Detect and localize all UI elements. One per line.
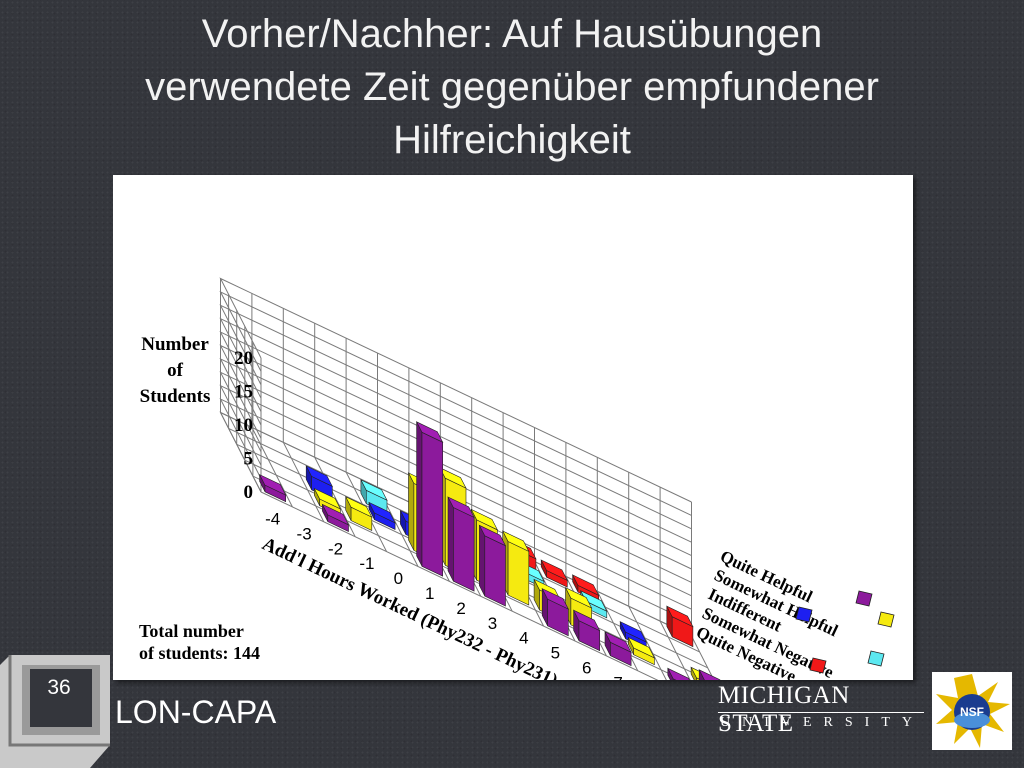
bar xyxy=(478,524,507,607)
title-line-3: Hilfreichigkeit xyxy=(393,118,631,162)
legend-swatch xyxy=(867,650,885,667)
x-axis-ticks: -4-3-2-1012345678910 xyxy=(265,509,623,680)
title-line-1: Vorher/Nachher: Auf Hausübungen xyxy=(201,12,823,56)
title-line-2: verwendete Zeit gegenüber empfundener xyxy=(145,65,879,109)
nsf-sunburst-icon xyxy=(936,674,1010,748)
z-tick-label: 15 xyxy=(234,382,253,403)
z-tick-label: 0 xyxy=(244,482,254,503)
bar xyxy=(541,587,569,637)
z-axis-ticks: 0 5 10 15 20 xyxy=(234,348,253,503)
nsf-logo: NSF xyxy=(932,672,1012,750)
bar xyxy=(604,631,632,667)
x-tick-label: 2 xyxy=(456,599,465,618)
bar xyxy=(698,669,721,680)
bar xyxy=(305,465,333,501)
slide-number: 36 xyxy=(47,676,71,699)
legend-swatch xyxy=(809,657,827,674)
x-tick-label: 4 xyxy=(519,629,528,648)
z-tick-label: 5 xyxy=(244,449,254,470)
bar xyxy=(502,530,530,606)
msu-logo-rule xyxy=(718,712,924,713)
bar xyxy=(572,609,601,652)
x-tick-label: 5 xyxy=(551,644,560,663)
page-corner-decoration xyxy=(0,655,110,768)
x-tick-label: 3 xyxy=(488,614,497,633)
legend-swatch xyxy=(855,590,873,607)
x-tick-label: 1 xyxy=(425,584,434,603)
x-tick-label: 0 xyxy=(394,569,403,588)
chart-bars xyxy=(258,421,721,680)
x-tick-label: 6 xyxy=(582,658,591,677)
y-axis-title: Number of Students xyxy=(140,334,211,407)
bar xyxy=(415,421,444,577)
x-tick-label: -4 xyxy=(265,509,280,528)
z-tick-label: 20 xyxy=(234,348,253,369)
chart-grid xyxy=(219,277,715,680)
x-tick-label: -3 xyxy=(297,524,312,543)
x-tick-label: -2 xyxy=(328,539,343,558)
msu-logo-bottom: UNIVERSITY xyxy=(720,715,924,730)
bar xyxy=(321,503,350,532)
bar xyxy=(666,605,694,648)
nsf-logo-text: NSF xyxy=(960,705,984,719)
slide-title: Vorher/Nachher: Auf Hausübungen verwende… xyxy=(0,8,1024,167)
msu-logo: MICHIGAN STATE UNIVERSITY xyxy=(718,682,926,737)
bar xyxy=(667,667,690,680)
x-tick-label: -1 xyxy=(359,554,374,573)
z-tick-label: 10 xyxy=(234,415,253,436)
legend-swatch xyxy=(877,611,895,628)
bar xyxy=(447,496,475,592)
bar xyxy=(360,479,388,515)
legend-swatch xyxy=(795,606,813,623)
bar xyxy=(345,496,373,531)
bar xyxy=(258,473,287,503)
msu-logo-top: MICHIGAN STATE xyxy=(718,682,850,737)
bar xyxy=(627,636,656,666)
bar xyxy=(368,501,396,530)
x-tick-label: 7 xyxy=(613,673,622,680)
bar xyxy=(540,559,568,588)
total-students-annotation: Total number of students: 144 xyxy=(139,621,260,663)
brand-label: LON-CAPA xyxy=(115,694,277,730)
